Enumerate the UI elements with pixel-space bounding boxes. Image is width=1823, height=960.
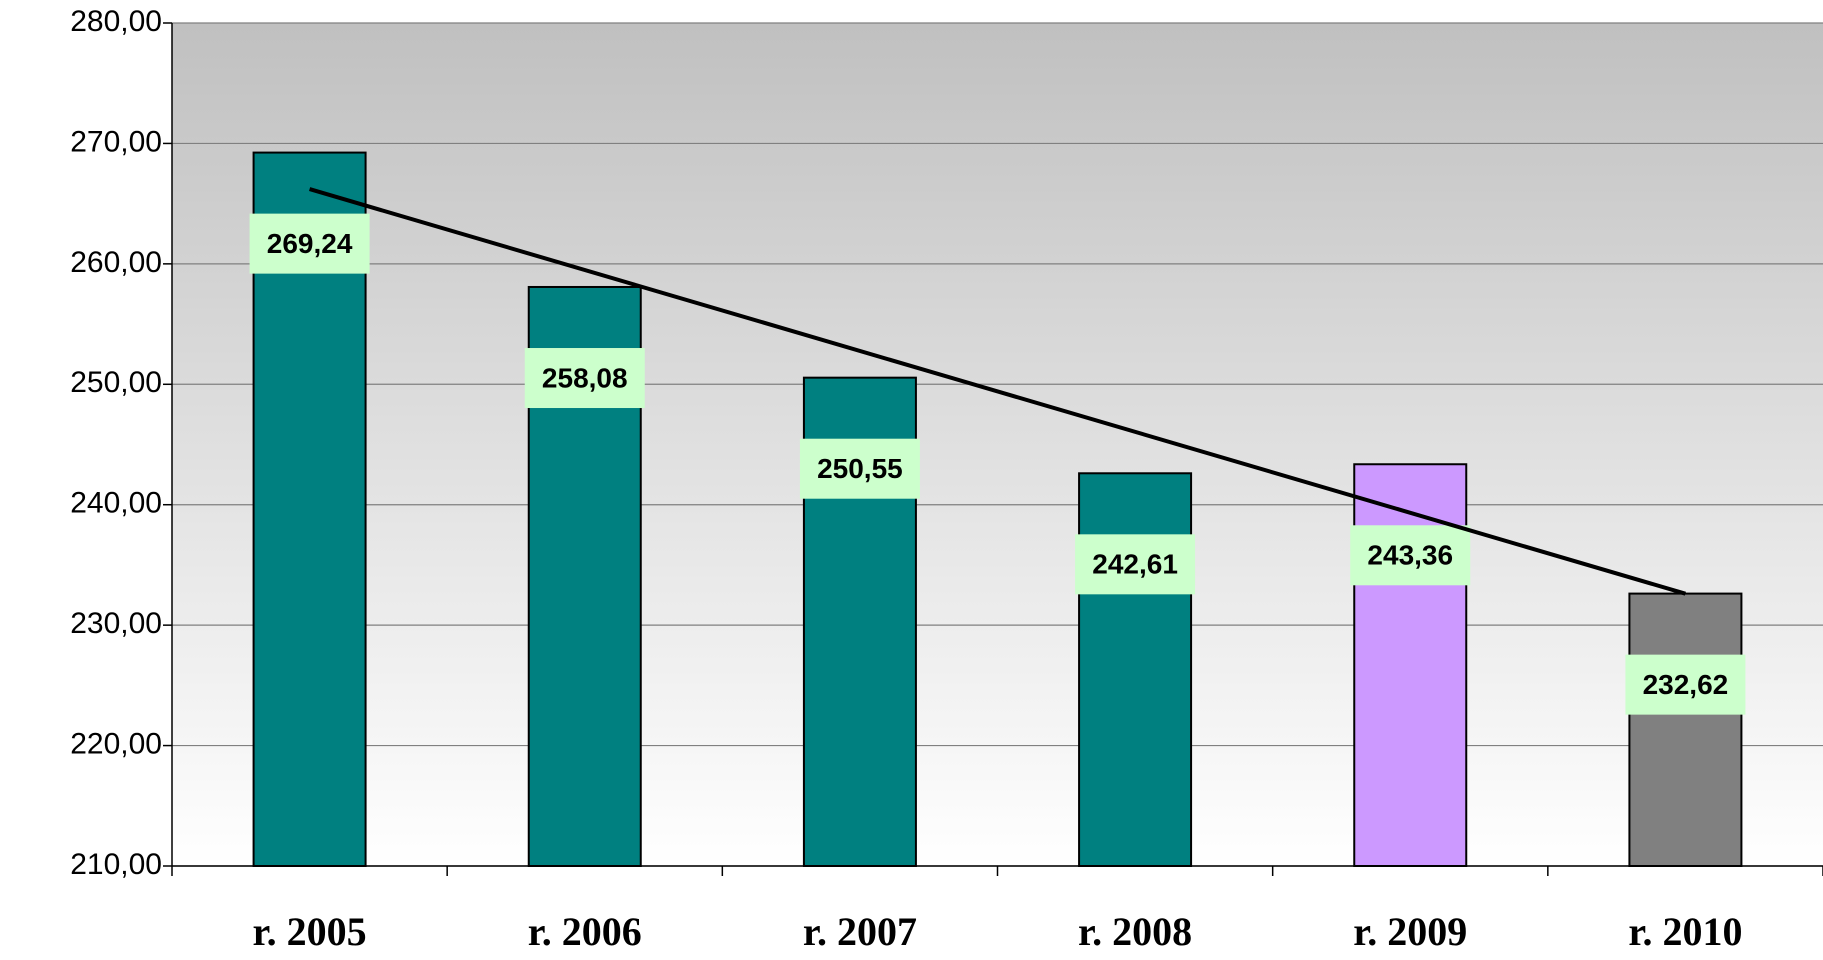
x-tick-label: r. 2006 — [528, 909, 642, 954]
y-tick-label: 250,00 — [70, 366, 162, 399]
value-label: 242,61 — [1092, 549, 1178, 580]
x-tick-label: r. 2009 — [1353, 909, 1467, 954]
x-tick-label: r. 2010 — [1628, 909, 1742, 954]
plot-area — [172, 23, 1823, 866]
value-label-box — [524, 348, 645, 409]
value-label-box — [1350, 525, 1471, 586]
value-label: 258,08 — [542, 362, 628, 393]
value-label: 243,36 — [1367, 540, 1453, 571]
y-tick-label: 210,00 — [70, 848, 162, 881]
value-label-box — [249, 213, 370, 274]
x-tick-label: r. 2008 — [1078, 909, 1192, 954]
y-tick-label: 240,00 — [70, 487, 162, 520]
x-tick-label: r. 2005 — [253, 909, 367, 954]
y-tick-label: 220,00 — [70, 727, 162, 760]
trend-line — [309, 187, 1686, 596]
value-label: 232,62 — [1643, 669, 1729, 700]
y-tick-label: 260,00 — [70, 246, 162, 279]
y-tick-label: 230,00 — [70, 607, 162, 640]
value-label-box — [799, 438, 920, 499]
y-tick-label: 270,00 — [70, 125, 162, 158]
y-tick-label: 280,00 — [70, 5, 162, 38]
bar — [1628, 592, 1743, 867]
value-label: 269,24 — [267, 228, 353, 259]
value-label: 250,55 — [817, 453, 903, 484]
value-label-box — [1075, 534, 1196, 595]
x-tick-label: r. 2007 — [803, 909, 917, 954]
bar — [1078, 472, 1193, 867]
value-label-box — [1625, 654, 1746, 715]
